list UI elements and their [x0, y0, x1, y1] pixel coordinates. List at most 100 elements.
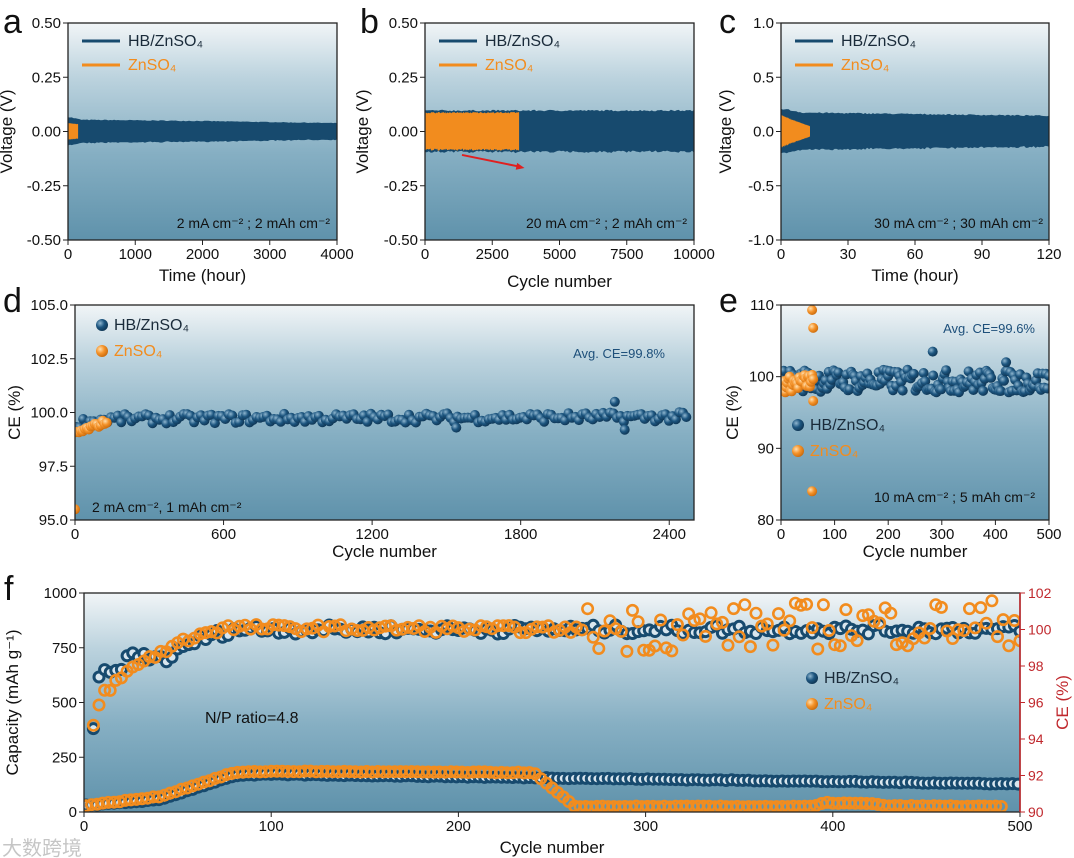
legend: HB/ZnSO₄ ZnSO₄ — [795, 33, 916, 74]
y-tick-label: 95.0 — [39, 512, 68, 529]
x-axis-title: Cycle number — [863, 542, 968, 561]
plot-area — [425, 109, 694, 154]
y-tick-label: 97.5 — [39, 458, 68, 475]
x-axis-title: Cycle number — [507, 272, 612, 291]
data-point — [86, 718, 100, 732]
data-point — [592, 641, 606, 655]
data-point — [637, 643, 651, 657]
y-tick-label: -0.25 — [27, 178, 61, 195]
annotation: Avg. CE=99.6% — [943, 321, 1035, 336]
annotation: 2 mA cm⁻², 1 mAh cm⁻² — [92, 499, 242, 515]
legend-label: ZnSO₄ — [810, 443, 858, 460]
x-tick-label: 1000 — [119, 246, 152, 263]
y-axis-title: CE (%) — [723, 385, 742, 440]
x-tick-label: 400 — [983, 526, 1008, 543]
legend: HB/ZnSO₄ ZnSO₄ — [82, 33, 203, 74]
data-point — [946, 631, 960, 645]
data-point — [143, 650, 157, 664]
panel-label: b — [360, 3, 379, 41]
data-point — [941, 365, 952, 376]
x-tick-label: 300 — [929, 526, 954, 543]
panel-a: 0 1000 2000 3000 4000 -0.50 -0.25 0.00 0.25 0.50 T… — [0, 3, 354, 285]
legend-label: ZnSO₄ — [485, 57, 533, 74]
x-tick-label: 7500 — [610, 246, 643, 263]
data-point — [861, 627, 875, 641]
data-point — [974, 601, 988, 615]
y-tick-label: 1000 — [44, 585, 77, 602]
data-point — [704, 606, 718, 620]
series-znso-capacity — [84, 764, 1008, 812]
x-tick-label: 0 — [777, 246, 785, 263]
panel-label: d — [3, 282, 22, 320]
data-point — [362, 416, 373, 427]
panel-e: 0 100 200 300 400 500 80 90 100 110 Cycle number CE… — [719, 282, 1062, 561]
data-point — [897, 385, 908, 396]
x-tick-label: 0 — [71, 526, 79, 543]
data-point — [1011, 777, 1020, 791]
y-right-axis-title: CE (%) — [1053, 675, 1072, 730]
data-point — [232, 619, 246, 633]
data-point — [693, 612, 707, 626]
data-point — [867, 614, 881, 628]
legend-label: HB/ZnSO₄ — [485, 33, 560, 50]
y-tick-label: 90 — [757, 440, 774, 457]
data-point — [936, 384, 947, 395]
data-point — [766, 638, 780, 652]
legend-label: ZnSO₄ — [824, 696, 872, 713]
data-point — [850, 634, 864, 648]
x-tick-label: 300 — [633, 818, 658, 835]
x-tick-label: 10000 — [673, 246, 715, 263]
data-point — [934, 600, 948, 614]
x-tick-label: 60 — [907, 246, 924, 263]
legend-marker-icon — [96, 345, 108, 357]
y-tick-label: -1.0 — [748, 232, 774, 249]
data-point — [163, 786, 177, 800]
y-tick-label: 0.00 — [389, 124, 418, 141]
legend-label: HB/ZnSO₄ — [810, 417, 885, 434]
y-tick-label: 0.50 — [389, 15, 418, 32]
y-tick-label: 0 — [69, 804, 77, 821]
legend-marker-icon — [792, 419, 804, 431]
data-point — [856, 609, 870, 623]
data-point — [474, 619, 488, 633]
data-point — [800, 597, 814, 611]
data-point — [833, 639, 847, 653]
y-tick-label: 250 — [52, 749, 77, 766]
data-point — [732, 630, 746, 644]
data-point — [923, 621, 937, 635]
data-point — [446, 619, 460, 633]
data-point — [681, 412, 692, 422]
data-point — [614, 624, 628, 638]
x-tick-label: 0 — [421, 246, 429, 263]
data-point — [451, 422, 462, 433]
y-right-tick-label: 100 — [1028, 622, 1052, 638]
x-tick-label: 3000 — [253, 246, 286, 263]
data-point — [808, 374, 819, 385]
data-point — [625, 603, 639, 617]
annotation: N/P ratio=4.8 — [205, 710, 299, 727]
series-znso- — [68, 122, 79, 140]
data-point — [698, 629, 712, 643]
data-point — [710, 617, 724, 631]
y-tick-label: 1.0 — [753, 15, 774, 32]
legend-marker-icon — [792, 445, 804, 457]
panel-label: a — [3, 3, 22, 41]
y-right-tick-label: 90 — [1028, 804, 1044, 820]
y-right-tick-label: 98 — [1028, 658, 1044, 674]
data-point — [670, 618, 684, 632]
x-tick-label: 1800 — [504, 526, 537, 543]
data-point — [539, 416, 550, 427]
data-point — [204, 625, 218, 639]
series-hb-znso-capacity — [84, 767, 1020, 812]
y-tick-label: -0.50 — [384, 232, 418, 249]
data-point — [390, 623, 404, 637]
data-point — [1013, 624, 1020, 638]
y-tick-label: 100.0 — [30, 405, 68, 422]
y-tick-label: 0.50 — [32, 15, 61, 32]
data-point — [873, 616, 887, 630]
annotation: 10 mA cm⁻² ; 5 mAh cm⁻² — [874, 489, 1035, 505]
data-point — [154, 644, 168, 658]
y-axis-title: Capacity (mAh g⁻¹) — [3, 630, 22, 776]
plot-area — [84, 594, 1020, 812]
legend-label: ZnSO₄ — [114, 343, 162, 360]
